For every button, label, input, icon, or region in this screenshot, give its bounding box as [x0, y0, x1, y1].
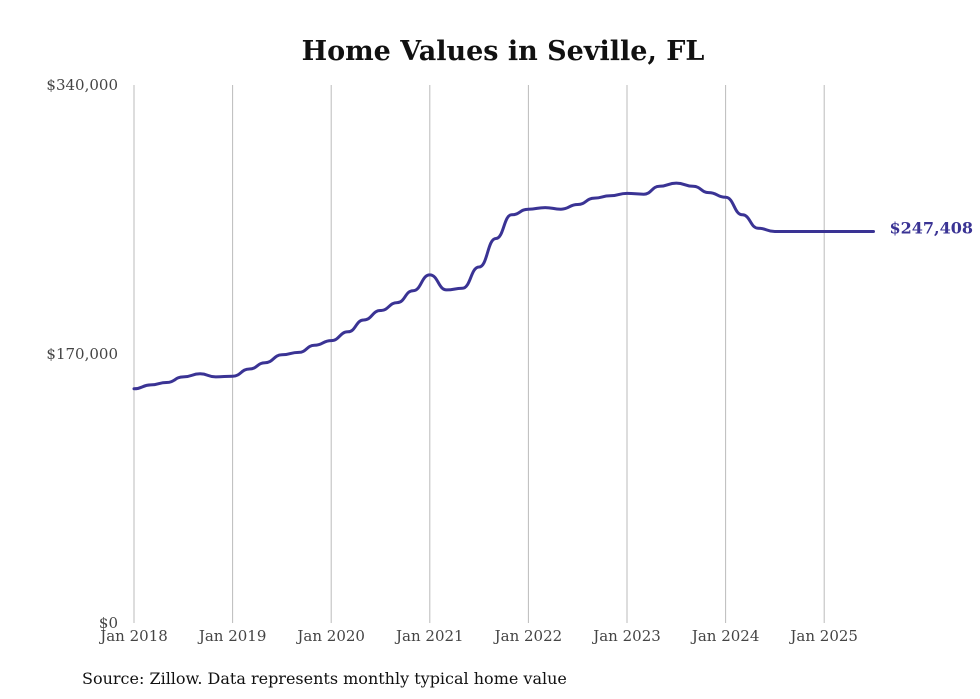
x-tick-label-7: Jan 2025 [788, 627, 858, 645]
x-tick-label-6: Jan 2024 [690, 627, 760, 645]
x-tick-label-5: Jan 2023 [591, 627, 661, 645]
x-axis: Jan 2018 Jan 2019 Jan 2020 Jan 2021 Jan 2022… [98, 627, 858, 645]
series-line-0 [132, 181, 875, 391]
series-layer [132, 181, 875, 391]
source-note: Source: Zillow. Data represents monthly … [82, 669, 567, 688]
y-tick-label-1: $170,000 [46, 345, 118, 363]
y-tick-label-2: $340,000 [46, 76, 118, 94]
y-tick-label-0: $0 [99, 614, 118, 632]
chart-title: Home Values in Seville, FL [302, 36, 705, 67]
end-value-label: $247,408 [890, 219, 974, 238]
x-tick-label-3: Jan 2021 [394, 627, 464, 645]
x-tick-label-2: Jan 2020 [295, 627, 365, 645]
x-tick-label-1: Jan 2019 [197, 627, 267, 645]
grid-layer [133, 85, 825, 623]
y-axis: $0 $170,000 $340,000 [46, 76, 118, 632]
x-tick-label-4: Jan 2022 [493, 627, 563, 645]
x-tick-label-0: Jan 2018 [98, 627, 168, 645]
